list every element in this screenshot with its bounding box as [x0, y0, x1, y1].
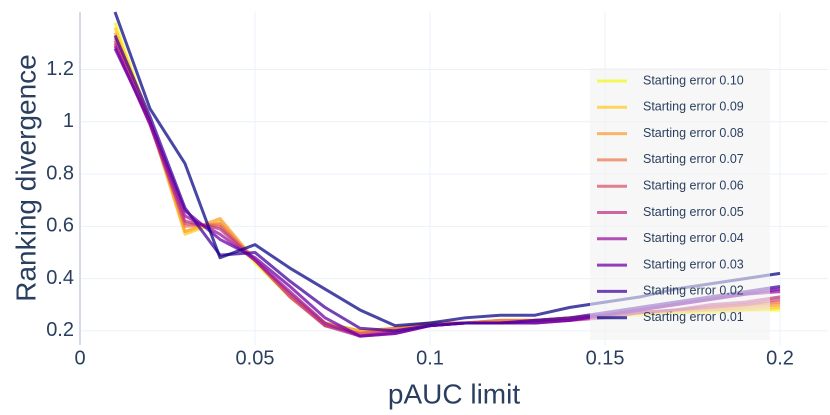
- x-tick-label: 0.15: [586, 347, 625, 369]
- x-tick-label: 0: [74, 347, 85, 369]
- y-tick-label: 0.4: [46, 267, 74, 289]
- legend-label: Starting error 0.09: [643, 100, 744, 114]
- legend-label: Starting error 0.02: [643, 284, 744, 298]
- y-axis-title: Ranking divergence: [10, 54, 41, 302]
- y-tick-label: 1: [63, 110, 74, 132]
- x-tick-label: 0.1: [416, 347, 444, 369]
- legend-label: Starting error 0.10: [643, 73, 744, 87]
- legend-label: Starting error 0.06: [643, 178, 744, 192]
- legend-label: Starting error 0.07: [643, 152, 744, 166]
- y-tick-label: 0.6: [46, 215, 74, 237]
- legend-label: Starting error 0.08: [643, 126, 744, 140]
- legend-box: [590, 68, 770, 340]
- x-axis-title: pAUC limit: [388, 378, 520, 409]
- y-tick-label: 0.2: [46, 319, 74, 341]
- legend-label: Starting error 0.05: [643, 205, 744, 219]
- legend-label: Starting error 0.04: [643, 231, 744, 245]
- legend-label: Starting error 0.01: [643, 310, 744, 324]
- legend: Starting error 0.10 Starting error 0.09 St…: [590, 68, 770, 340]
- x-tick-label: 0.2: [766, 347, 794, 369]
- y-tick-label: 1.2: [46, 58, 74, 80]
- y-tick-label: 0.8: [46, 162, 74, 184]
- x-tick-label: 0.05: [236, 347, 275, 369]
- legend-label: Starting error 0.03: [643, 257, 744, 271]
